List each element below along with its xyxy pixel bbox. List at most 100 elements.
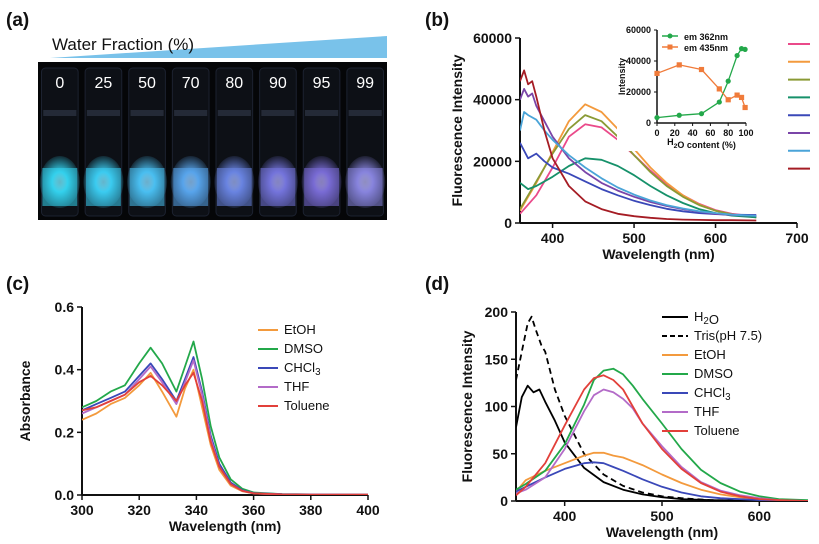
data-point xyxy=(725,97,731,103)
legend-label: CHCl3 xyxy=(694,385,731,403)
y-tick-label: 0 xyxy=(646,118,651,128)
x-tick-label: 40 xyxy=(688,128,698,138)
x-axis-label: Wavelength (nm) xyxy=(602,246,714,262)
vial-liquid xyxy=(304,168,340,206)
series-line-dmso xyxy=(516,367,808,501)
legend-label: em 362nm xyxy=(684,32,728,42)
vial-liquid xyxy=(260,168,296,206)
series-line-4 xyxy=(520,142,757,216)
x-tick-label: 0 xyxy=(654,128,659,138)
data-point xyxy=(676,112,682,118)
vial-liquid xyxy=(173,168,209,206)
legend-label: THF xyxy=(284,379,309,394)
legend-label: EtOH xyxy=(694,347,726,362)
chart-c-absorbance: 300 320 340 360 380 400 0.0 0.2 0.4 0.6 Wavelength… xyxy=(17,299,380,534)
x-tick-label: 300 xyxy=(70,502,94,518)
series-line-etoh xyxy=(516,451,808,501)
y-axis-label: Absorbance xyxy=(17,360,33,441)
data-point xyxy=(698,66,705,73)
y-tick-label: 0 xyxy=(500,493,508,509)
vial-rim xyxy=(43,110,77,116)
x-tick-label: 60 xyxy=(705,128,715,138)
x-tick-label: 20 xyxy=(670,128,680,138)
y-tick-label: 0.0 xyxy=(55,487,75,503)
x-tick-label: 600 xyxy=(704,230,728,246)
vial-liquid xyxy=(85,168,121,206)
x-tick-label: 400 xyxy=(541,230,565,246)
series-line-7 xyxy=(520,69,757,222)
y-tick-label: 20000 xyxy=(473,153,512,169)
legend-label: Toluene xyxy=(284,398,330,413)
x-tick-label: 380 xyxy=(299,502,323,518)
vial-label: 25 xyxy=(95,75,113,92)
x-tick-label: 600 xyxy=(748,508,772,524)
x-tick-label: 400 xyxy=(356,502,380,518)
vial-liquid xyxy=(42,168,78,206)
legend-label: DMSO xyxy=(694,366,733,381)
data-point xyxy=(716,99,722,105)
y-tick-label: 20000 xyxy=(626,87,651,97)
vial-rim xyxy=(304,110,339,116)
y-tick-label: 100 xyxy=(485,399,509,415)
y-tick-label: 0 xyxy=(504,215,512,231)
legend-label: em 435nm xyxy=(684,43,728,53)
y-tick-label: 0.4 xyxy=(55,362,75,378)
legend-label: CHCl3 xyxy=(284,360,321,378)
x-tick-label: 360 xyxy=(242,502,266,518)
vial-label: 0 xyxy=(55,75,64,92)
legend-marker xyxy=(667,44,673,50)
x-tick-label: 500 xyxy=(622,230,646,246)
vial-rim xyxy=(174,110,208,116)
y-tick-label: 0.6 xyxy=(55,299,75,315)
vial-rim xyxy=(348,110,382,116)
panel-label-a: (a) xyxy=(6,10,29,31)
panel-label-c: (c) xyxy=(6,274,29,295)
y-tick-label: 200 xyxy=(485,304,509,320)
y-axis-label: Fluorescence Intensity xyxy=(449,54,465,206)
series-line-toluene xyxy=(82,371,368,495)
data-point xyxy=(734,92,740,98)
inset-background xyxy=(617,26,750,151)
data-point xyxy=(654,114,660,121)
vial-label: 70 xyxy=(182,75,200,92)
x-axis-label: Wavelength (nm) xyxy=(169,518,281,534)
legend-marker xyxy=(667,33,673,39)
data-point xyxy=(738,94,745,101)
x-axis-label: H2O content (%) xyxy=(667,137,736,150)
y-tick-label: 40000 xyxy=(626,56,651,66)
panel-label-d: (d) xyxy=(425,274,449,295)
chart-b-inset-intensity-vs-water: 0 20 40 60 80 100 0 20000 40000 60000 H2O content … xyxy=(617,25,754,151)
y-tick-label: 60000 xyxy=(626,25,651,35)
x-axis-label: Wavelength (nm) xyxy=(606,524,718,540)
vial-rim xyxy=(261,110,295,116)
legend-label: EtOH xyxy=(284,322,316,337)
x-tick-label: 700 xyxy=(785,230,809,246)
vial-liquid xyxy=(216,168,252,206)
x-tick-label: 400 xyxy=(553,508,577,524)
x-tick-label: 100 xyxy=(738,128,753,138)
data-point xyxy=(742,104,748,111)
vial-label: 99 xyxy=(356,75,374,92)
y-tick-label: 50 xyxy=(492,446,508,462)
vial-label: 95 xyxy=(313,75,331,92)
vial-liquid xyxy=(129,168,165,206)
data-point xyxy=(716,86,722,92)
y-tick-label: 150 xyxy=(485,351,509,367)
series-line-thf xyxy=(516,388,808,501)
data-point xyxy=(698,111,705,117)
data-point xyxy=(676,62,682,68)
series-line-6 xyxy=(520,111,757,217)
vial-label: 50 xyxy=(138,75,156,92)
vial-photo: 0 25 50 70 80 90 95 99 xyxy=(38,36,387,220)
x-tick-label: 340 xyxy=(185,502,209,518)
legend-label: H2O xyxy=(694,309,719,327)
series-line-chcl- xyxy=(516,461,808,501)
data-point xyxy=(725,78,731,84)
vial-rim xyxy=(217,110,251,116)
chart-d-solvent-emission: 400 500 600 0 50 100 150 200 Wavelength (nm) Fluo… xyxy=(459,304,808,540)
legend-label: THF xyxy=(694,404,719,419)
y-tick-label: 0.2 xyxy=(55,424,75,440)
y-axis-label: Fluorescence Intensity xyxy=(459,330,475,482)
vial-label: 90 xyxy=(269,75,287,92)
